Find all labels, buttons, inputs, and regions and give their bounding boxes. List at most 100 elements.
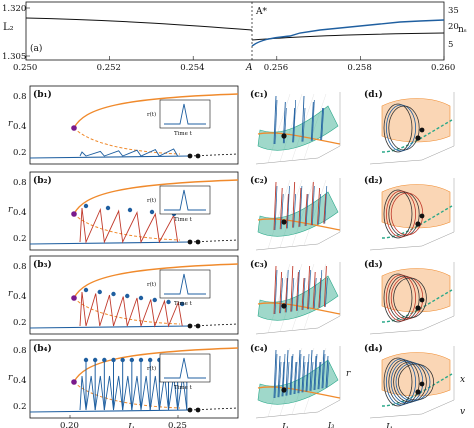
panel-b-ytick: 0.4 xyxy=(13,208,27,218)
panel-b-spike-peak xyxy=(152,297,157,303)
panel-c-orbit xyxy=(291,277,295,312)
panel-c-orbit xyxy=(325,277,328,307)
panel-b-spike-peak xyxy=(147,357,153,363)
panel-b-spike-peak xyxy=(120,357,125,363)
panel-b-2: r(t) Time t (b₂) r 0.8 0.4 0.2 xyxy=(8,171,239,251)
panel-d-orbit xyxy=(388,105,420,151)
panel-d-label: (d₄) xyxy=(364,343,383,354)
panel-b-label: (b₁) xyxy=(33,89,52,100)
panel-b-ylabel: r xyxy=(8,205,13,215)
panel-b-low-branch xyxy=(29,241,191,245)
panel-b-inset-xlabel: Time t xyxy=(174,385,193,391)
panel-b-label: (b₂) xyxy=(33,175,52,186)
panel-d-fixed-point xyxy=(419,213,425,219)
panel-c-orbit xyxy=(292,107,296,143)
panel-b-inset-trace xyxy=(164,189,206,211)
panel-b-inset-ylabel: r(t) xyxy=(147,111,156,118)
panel-c-orbit xyxy=(290,265,294,312)
panel-b-4: r(t) Time t (b₄) r 0.8 0.4 0.2 xyxy=(8,339,239,419)
panel-b-ytick: 0.2 xyxy=(13,234,27,244)
panel-c-orbit xyxy=(273,265,277,315)
panel-c-orbit xyxy=(277,355,281,398)
panel-b-xtick-label: 0.20 xyxy=(60,421,79,428)
panel-b-fixed-point xyxy=(195,239,201,245)
panel-a-frame xyxy=(25,1,445,61)
panel-b-label: (b₃) xyxy=(33,259,52,270)
panel-c-orbit xyxy=(321,349,325,389)
panel-b-ytick: 0.8 xyxy=(13,262,27,272)
panel-b-orange-branch xyxy=(73,263,239,299)
panel-b-spike-peak xyxy=(102,357,107,363)
panel-c-orbit xyxy=(317,361,321,390)
panel-a-xtick-label: 0.254 xyxy=(180,63,204,73)
panel-c-orbit xyxy=(286,361,290,396)
panel-c-orange-branch xyxy=(257,218,341,231)
panel-b-ytick: 0.8 xyxy=(13,92,27,102)
panel-b-ylabel: r xyxy=(8,119,13,129)
panel-c-orbit xyxy=(273,95,277,145)
panel-c-orbit xyxy=(317,187,321,225)
panel-b-spike-peak xyxy=(83,357,89,363)
panel-c-grid xyxy=(303,179,327,246)
panel-c-orbit xyxy=(294,361,298,395)
panel-b-orange-branch xyxy=(73,93,239,129)
panel-c-ylabel: I₃ xyxy=(327,421,334,428)
panel-b-xtick-label: 0.25 xyxy=(168,421,187,428)
panel-d-axis xyxy=(421,399,455,415)
panel-c-orbit xyxy=(313,355,317,391)
panel-b-inset-ylabel: r(t) xyxy=(147,365,156,372)
panel-b-spike-peak xyxy=(105,205,111,211)
panel-b-ytick: 0.2 xyxy=(13,318,27,328)
panel-b-spike-peak xyxy=(92,357,98,363)
panel-b-3: r(t) Time t (b₃) r 0.8 0.4 0.2 xyxy=(8,255,239,335)
panel-d-axis xyxy=(421,315,455,331)
panel-c-label: (c₁) xyxy=(250,89,268,100)
panel-c-grid xyxy=(279,179,303,248)
panel-c-orbit xyxy=(289,355,293,395)
panel-a-ytick-right: 5 xyxy=(448,40,453,50)
panel-d-green-branch xyxy=(381,119,453,153)
panel-a-ytick-right: 20 xyxy=(448,22,459,32)
panel-c-orbit xyxy=(323,193,327,224)
panel-d-orbit xyxy=(385,104,416,152)
panel-d-orbit xyxy=(397,363,434,401)
panel-b-fixed-point xyxy=(187,407,193,413)
panel-c-orbit xyxy=(323,265,327,307)
panel-b-spike-peak xyxy=(127,207,133,213)
panel-b-orange-branch xyxy=(73,179,239,215)
panel-b-spike-train xyxy=(79,207,179,244)
panel-b-inset-ylabel: r(t) xyxy=(147,197,156,204)
panel-d-orbit xyxy=(388,359,420,405)
panel-b-spike-peak xyxy=(180,301,185,307)
panel-b-fixed-point xyxy=(187,323,193,329)
panel-c-orbit xyxy=(293,361,297,395)
panel-b-xlabel: I₁ xyxy=(127,423,135,428)
panel-d-axis xyxy=(369,413,423,419)
panel-b-ytick: 0.4 xyxy=(13,376,27,386)
panel-c-orbit xyxy=(302,277,306,311)
panel-d-axis xyxy=(421,231,455,247)
panel-c-orange-branch xyxy=(257,302,341,315)
panel-d-fixed-point xyxy=(419,381,425,387)
panel-b-frame xyxy=(29,171,239,251)
panel-a-xticks: 0.250 0.252 0.254 0.256 0.258 0.260 xyxy=(13,56,455,73)
panel-c-zlabel: r xyxy=(346,369,351,379)
panel-c-surface xyxy=(257,191,339,237)
panel-c-axis xyxy=(317,399,341,413)
panel-b-spike-peak xyxy=(83,203,89,209)
panel-c-orbit xyxy=(311,185,315,226)
panel-d-1: (d₁) xyxy=(364,89,455,165)
panel-b-spike-peak xyxy=(125,293,130,299)
panel-d-orbit xyxy=(395,362,431,402)
panel-d-axis xyxy=(369,245,423,251)
panel-c-orbit xyxy=(310,361,314,391)
panel-b-spike-peak xyxy=(111,357,116,363)
panel-c-orbit xyxy=(274,185,278,231)
panel-b-hopf-point xyxy=(71,379,77,385)
panel-d-green-branch xyxy=(381,289,453,323)
panel-b-spike-peak xyxy=(111,291,116,297)
panel-d-fixed-point xyxy=(415,305,421,311)
panel-d-orbit xyxy=(388,275,420,321)
panel-b-fixed-point xyxy=(187,153,193,159)
panel-b-ytick: 0.8 xyxy=(13,346,27,356)
